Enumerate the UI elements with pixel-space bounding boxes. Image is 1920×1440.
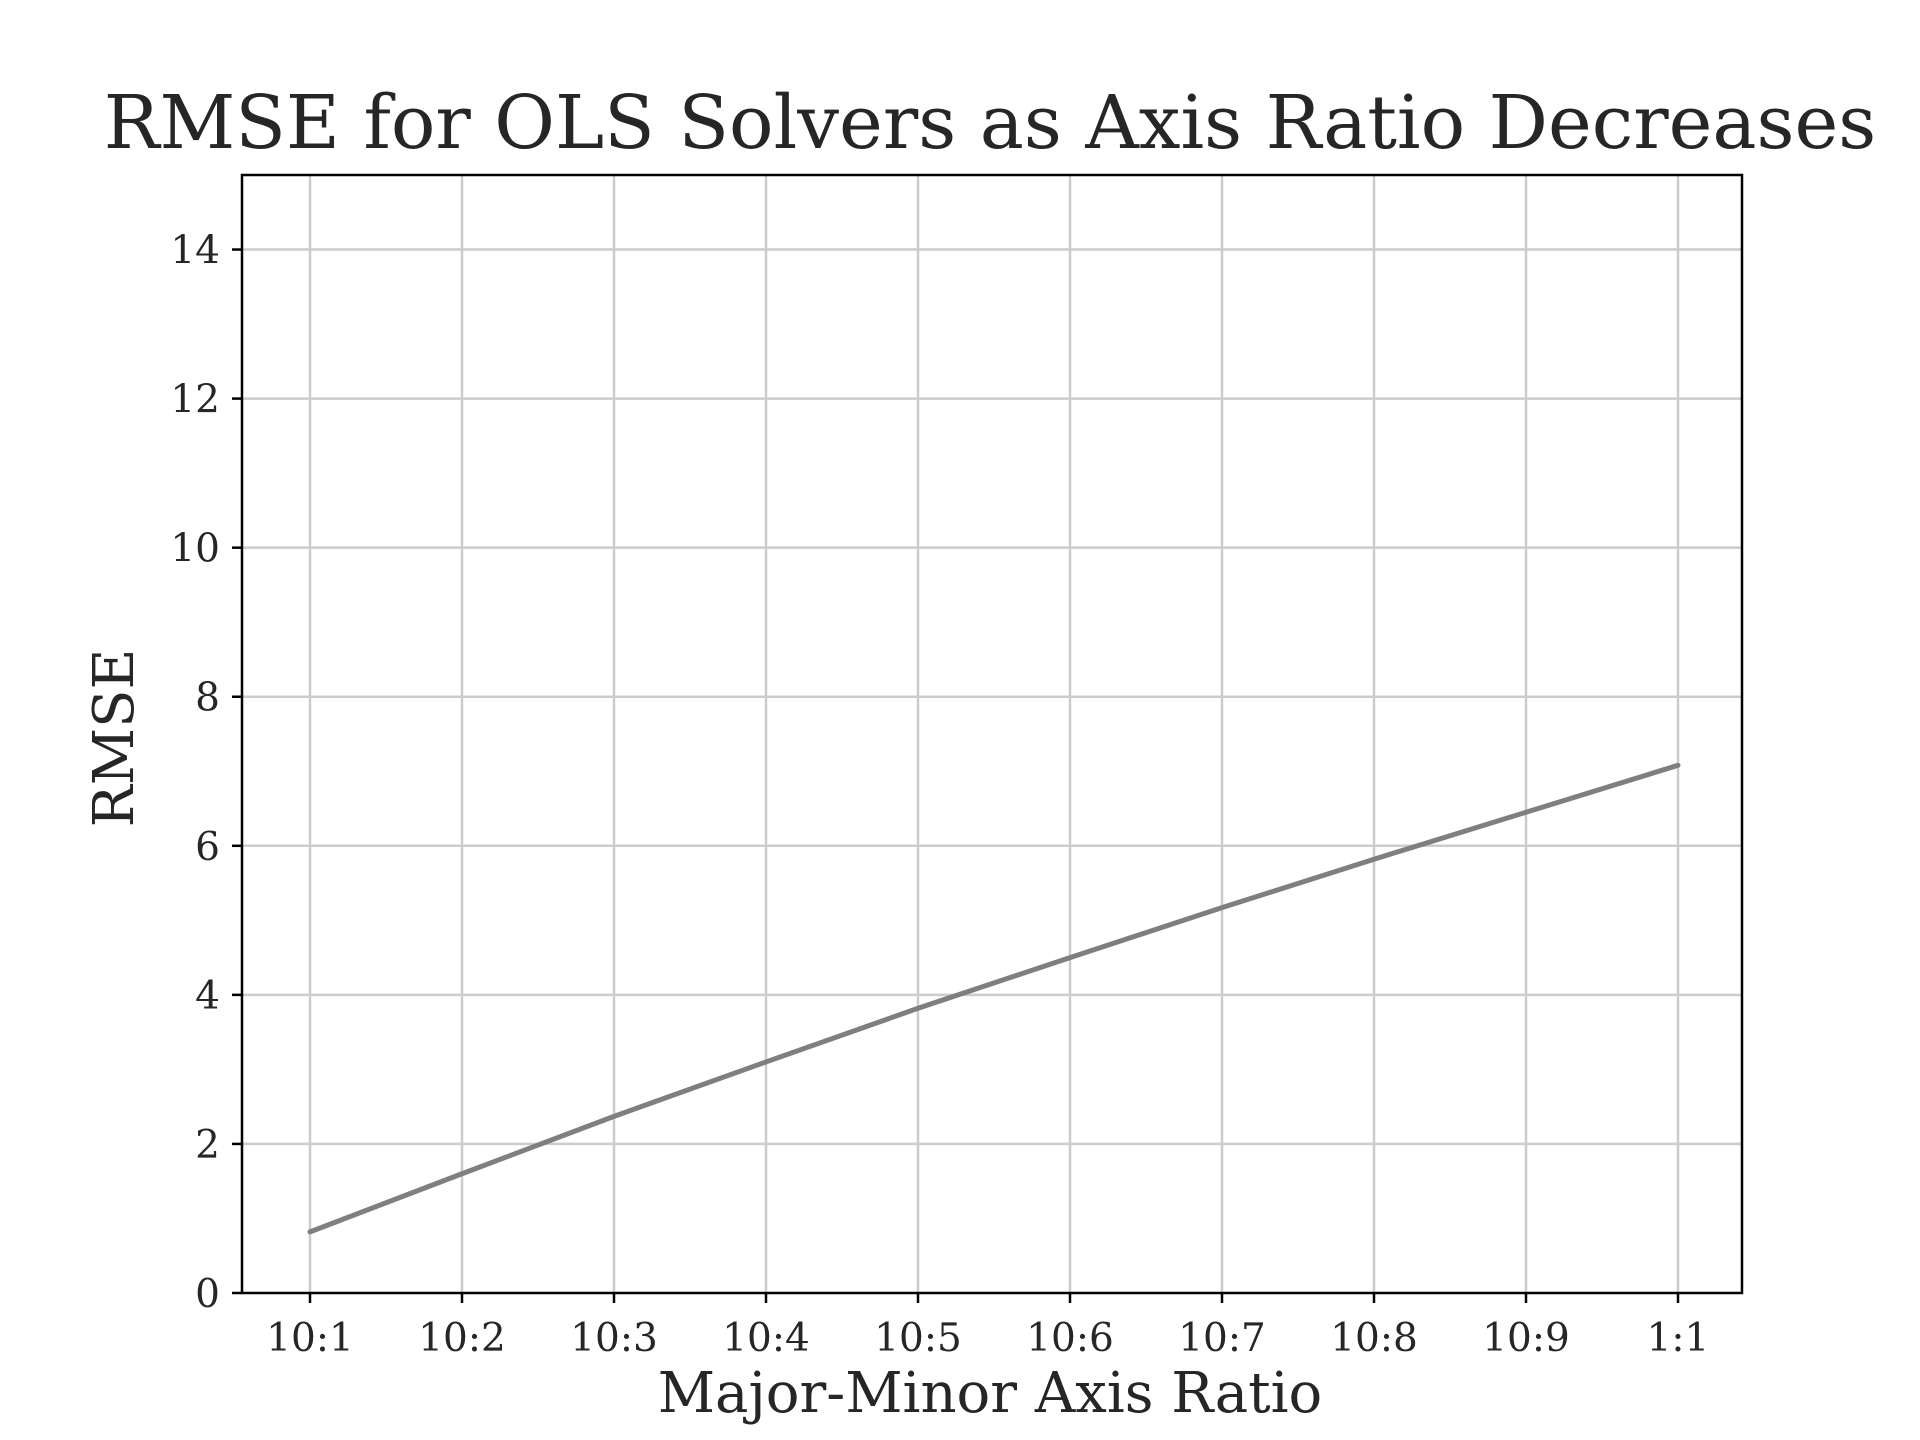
y-tick-label: 0 [195,1272,220,1317]
x-axis-label: Major-Minor Axis Ratio [658,1361,1323,1426]
x-tick-label: 10:4 [722,1316,810,1361]
x-tick-label: 10:7 [1178,1316,1266,1361]
y-tick-label: 14 [170,229,220,274]
y-tick-label: 6 [195,825,220,870]
y-tick-label: 10 [170,527,220,572]
y-tick-label: 4 [195,974,220,1019]
grid [242,175,1742,1293]
axes: 10:1 10:2 10:3 10:4 10:5 10:6 10:7 10:8 10:9 1:1 0… [170,229,1709,1361]
y-tick-label: 12 [170,378,220,423]
x-tick-label: 10:3 [570,1316,658,1361]
series-line [307,762,1681,1235]
x-tick-label: 10:8 [1330,1316,1418,1361]
plot-frame [240,173,1744,1295]
x-tick-label: 1:1 [1647,1316,1710,1361]
x-tick-label: 10:1 [266,1316,354,1361]
x-tick-label: 10:9 [1482,1316,1570,1361]
y-axis-label: RMSE [82,649,147,828]
x-tick-label: 10:6 [1026,1316,1114,1361]
series-layer [307,762,1681,1235]
chart-title: RMSE for OLS Solvers as Axis Ratio Decre… [104,80,1877,166]
y-tick-label: 2 [195,1123,220,1168]
x-tick-label: 10:2 [418,1316,506,1361]
x-tick-label: 10:5 [874,1316,962,1361]
y-tick-label: 8 [195,676,220,721]
